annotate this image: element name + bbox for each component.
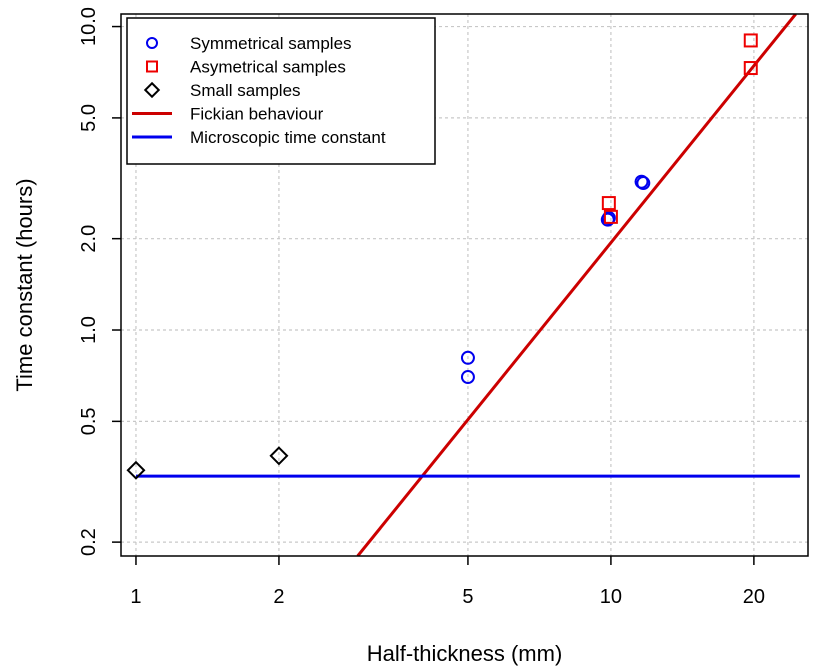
legend-swatch-circle <box>146 37 158 49</box>
legend: Symmetrical samples Asymetrical samples Sm… <box>126 17 436 165</box>
y-tick-label: 2.0 <box>78 225 100 253</box>
y-axis: 0.2 0.5 1.0 2.0 5.0 10.0 <box>78 7 121 556</box>
x-tick-label: 5 <box>462 586 473 608</box>
y-tick-label: 0.2 <box>78 528 100 556</box>
legend-label: Small samples <box>190 81 301 100</box>
x-axis-title: Half-thickness (mm) <box>367 641 563 666</box>
y-tick-label: 1.0 <box>78 316 100 344</box>
series-points <box>126 33 758 480</box>
data-point-square <box>743 33 758 48</box>
data-point-circle <box>601 210 616 225</box>
data-point-diamond <box>126 460 146 480</box>
legend-box <box>126 17 436 165</box>
x-tick-label: 20 <box>743 586 765 608</box>
legend-label: Asymetrical samples <box>190 58 346 77</box>
plot-area-frame <box>120 13 809 557</box>
series-line-3 <box>356 14 797 556</box>
data-point-square <box>743 61 758 76</box>
x-tick-label: 10 <box>600 586 622 608</box>
data-point-square <box>601 196 616 211</box>
data-point-circle <box>460 350 475 365</box>
y-tick-label: 0.5 <box>78 407 100 435</box>
data-point-circle <box>636 176 651 191</box>
legend-label: Microscopic time constant <box>190 128 386 147</box>
y-axis-title: Time constant (hours) <box>12 178 37 391</box>
x-tick-label: 2 <box>273 586 284 608</box>
legend-swatch-square <box>146 60 158 73</box>
legend-swatch-diamond <box>143 81 161 99</box>
legend-label: Symmetrical samples <box>190 34 352 53</box>
y-tick-label: 5.0 <box>78 104 100 132</box>
x-tick-label: 1 <box>130 586 141 608</box>
series-lines <box>135 14 800 556</box>
y-tick-label: 10.0 <box>78 7 100 46</box>
data-point-diamond <box>269 446 289 466</box>
x-axis: 1 2 5 10 20 <box>130 556 765 608</box>
data-point-square <box>603 209 618 224</box>
legend-label: Fickian behaviour <box>190 105 324 124</box>
data-point-circle <box>460 370 475 385</box>
